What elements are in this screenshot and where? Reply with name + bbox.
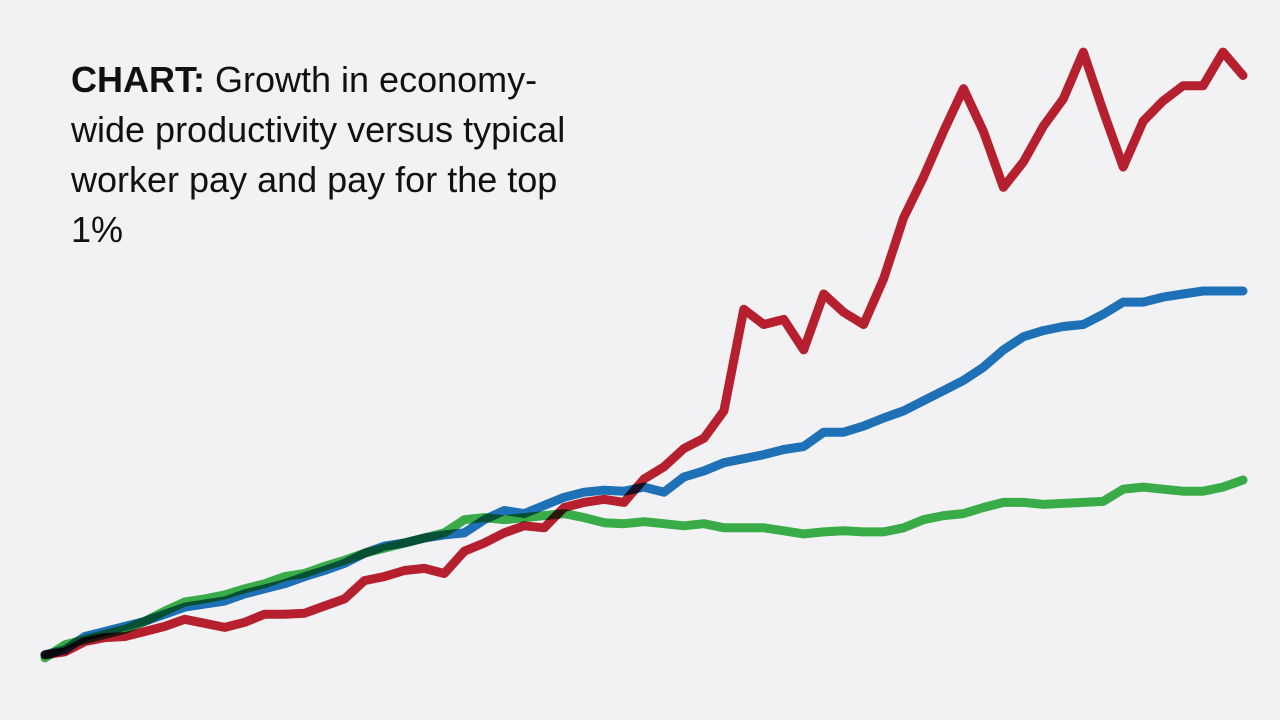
data-line	[40, 475, 1248, 663]
chart-title: Growth in economy-wide productivity vers…	[71, 59, 566, 250]
data-line	[40, 286, 1248, 660]
data-line	[40, 47, 1248, 660]
chart-title-block: CHART: Growth in economy-wide productivi…	[71, 55, 591, 255]
title-label: CHART:	[71, 59, 205, 100]
